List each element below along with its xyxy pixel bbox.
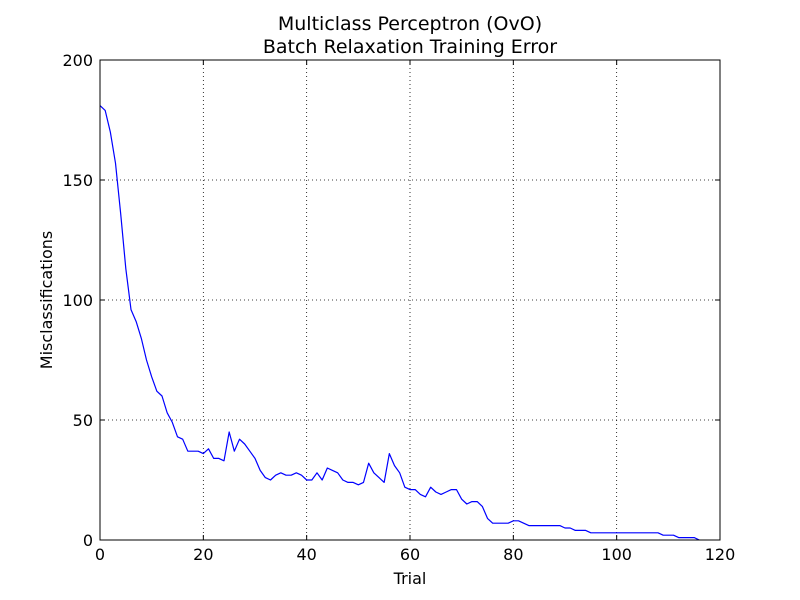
y-tick-label: 50 xyxy=(73,411,93,430)
y-tick-label: 0 xyxy=(83,531,93,550)
plot-layer xyxy=(99,105,700,541)
y-axis-label: Misclassifications xyxy=(37,231,56,369)
y-tick-label: 200 xyxy=(62,51,93,70)
tick-layer: 0 20 40 60 80 100 120 0 50 100 150 200 xyxy=(62,51,735,564)
x-tick-label: 100 xyxy=(601,545,632,564)
chart-title-line1: Multiclass Perceptron (OvO) xyxy=(278,13,542,35)
y-tick-label: 100 xyxy=(62,291,93,310)
x-tick-label: 40 xyxy=(296,545,316,564)
x-tick-label: 0 xyxy=(95,545,105,564)
x-tick-label: 80 xyxy=(503,545,523,564)
x-tick-label: 60 xyxy=(400,545,420,564)
x-tick-label: 20 xyxy=(193,545,213,564)
grid-layer xyxy=(100,60,720,540)
y-tick-label: 150 xyxy=(62,171,93,190)
x-tick-label: 120 xyxy=(705,545,736,564)
series-line xyxy=(99,105,700,541)
chart-title-line2: Batch Relaxation Training Error xyxy=(263,36,557,58)
x-axis-label: Trial xyxy=(393,569,427,588)
